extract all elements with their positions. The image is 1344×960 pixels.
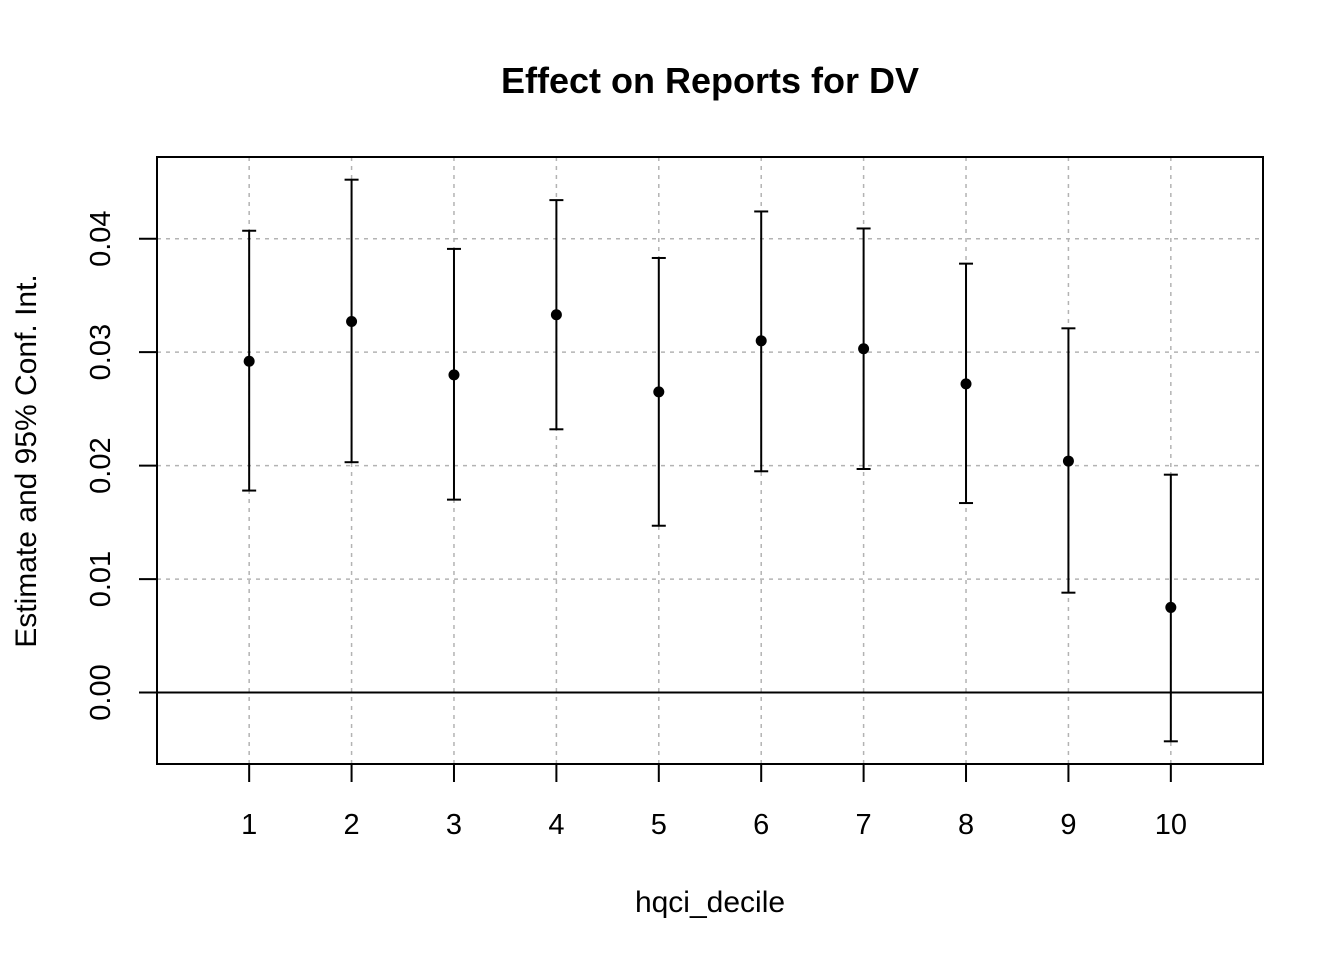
estimate-point-10 — [1165, 601, 1177, 613]
grid-lines — [157, 157, 1263, 764]
estimate-point-1 — [243, 355, 255, 367]
error-bars — [242, 178, 1178, 743]
y-tick-label-0: 0.00 — [85, 664, 117, 720]
x-tick-label-6: 6 — [753, 809, 769, 841]
x-tick-label-9: 9 — [1060, 809, 1076, 841]
x-tick-label-4: 4 — [548, 809, 564, 841]
estimate-point-5 — [653, 386, 665, 398]
x-tick-label-1: 1 — [241, 809, 257, 841]
x-tick-label-8: 8 — [958, 809, 974, 841]
x-tick-label-5: 5 — [651, 809, 667, 841]
estimate-point-8 — [960, 378, 972, 390]
chart-title: Effect on Reports for DV — [501, 60, 919, 101]
y-axis: 0.00 0.01 0.02 0.03 0.04 — [85, 210, 157, 721]
x-tick-label-10: 10 — [1155, 809, 1187, 841]
y-axis-label: Estimate and 95% Conf. Int. — [10, 274, 43, 648]
estimate-point-9 — [1062, 455, 1074, 467]
y-tick-label-3: 0.03 — [85, 324, 117, 380]
x-tick-label-2: 2 — [344, 809, 360, 841]
x-axis: 1 2 3 4 5 6 7 8 9 10 — [241, 764, 1187, 841]
y-tick-label-2: 0.02 — [85, 437, 117, 493]
estimate-point-6 — [755, 335, 767, 347]
x-axis-label: hqci_decile — [635, 886, 785, 919]
plot-frame — [156, 156, 1264, 765]
y-tick-label-4: 0.04 — [85, 210, 117, 266]
estimate-point-2 — [346, 316, 358, 328]
estimate-point-7 — [858, 343, 870, 355]
x-tick-label-7: 7 — [856, 809, 872, 841]
estimate-point-4 — [550, 309, 562, 321]
x-tick-label-3: 3 — [446, 809, 462, 841]
estimate-point-3 — [448, 369, 460, 381]
estimate-points — [243, 309, 1177, 613]
y-tick-label-1: 0.01 — [85, 551, 117, 607]
